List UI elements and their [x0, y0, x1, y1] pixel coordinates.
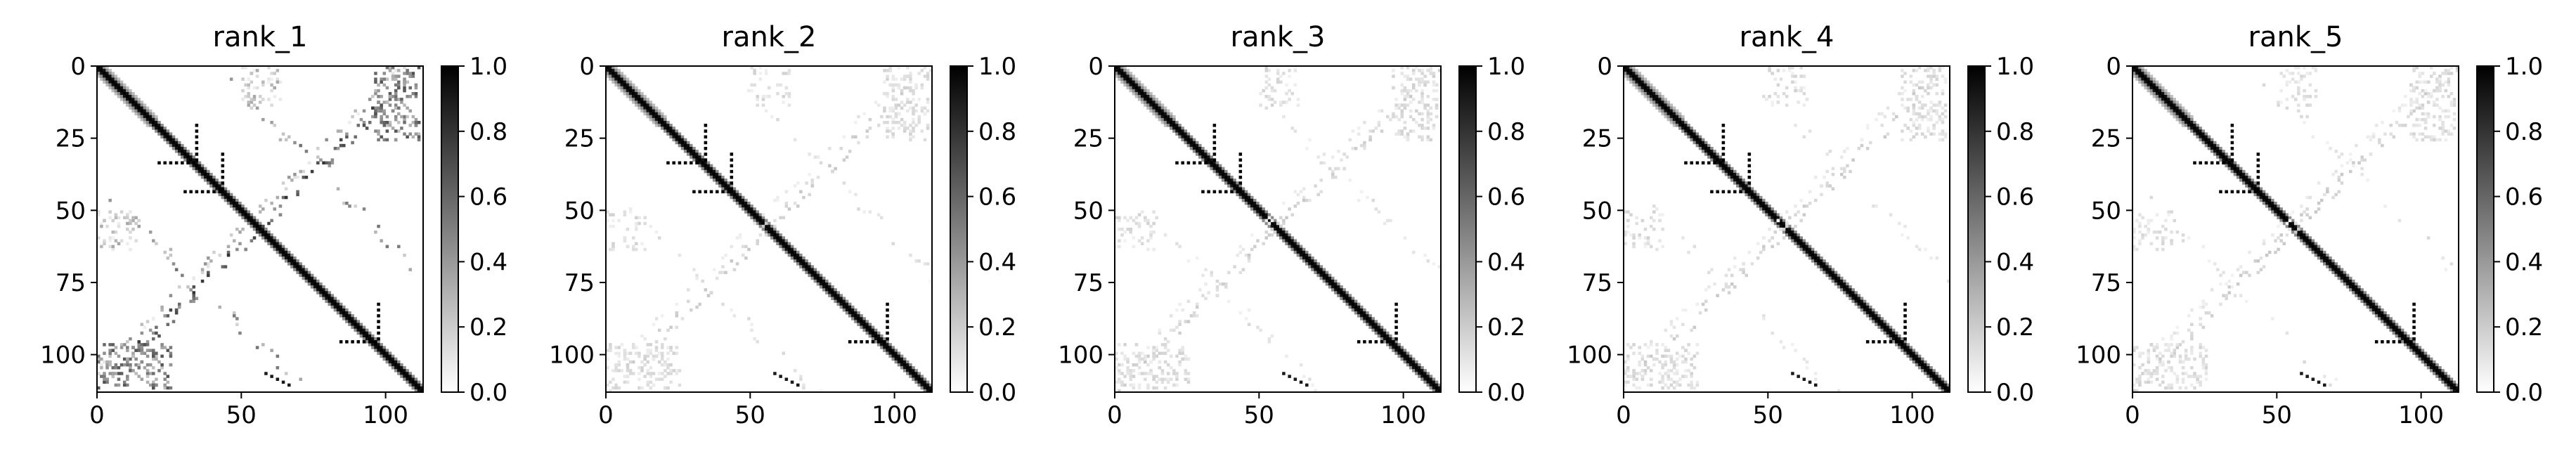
- colorbar-tick-label: 1.0: [2505, 53, 2543, 81]
- colorbar-tick-label: 0.4: [2505, 248, 2543, 276]
- panel-title: rank_2: [722, 21, 817, 53]
- colorbar: [950, 65, 968, 393]
- y-tick-label: 25: [564, 125, 595, 153]
- heatmap-cells: [606, 66, 933, 393]
- colorbar-tick-label: 0.6: [978, 183, 1016, 212]
- y-tick-label: 100: [2076, 342, 2121, 370]
- colorbar-tick-label: 1.0: [1996, 53, 2034, 81]
- y-tick-label: 25: [2091, 125, 2121, 153]
- y-tick-label: 75: [1073, 269, 1103, 297]
- y-tick-label: 75: [1582, 269, 1612, 297]
- colorbar: [1967, 65, 1986, 393]
- panel-title: rank_3: [1231, 21, 1326, 53]
- x-tick-label: 0: [598, 401, 614, 429]
- panel-rank_4: rank_4 0 50 100 0 25 50 75 100 0.0 0.2 0.4 0.6 0.8 1.0: [1567, 21, 2034, 429]
- colorbar-tick-label: 0.8: [1487, 118, 1525, 146]
- colorbar-tick-label: 0.2: [1487, 313, 1525, 342]
- axes-frame: [605, 65, 933, 393]
- y-tick-label: 100: [549, 342, 595, 370]
- colorbar-tick-label: 0.8: [978, 118, 1016, 146]
- x-tick-label: 100: [1380, 401, 1426, 429]
- y-tick-label: 0: [2106, 53, 2121, 81]
- colorbar-tick-label: 0.6: [1996, 183, 2034, 212]
- colorbar-tick-label: 0.6: [2505, 183, 2543, 212]
- colorbar-tick-label: 0.0: [2505, 379, 2543, 407]
- colorbar-tick-label: 1.0: [470, 53, 507, 81]
- x-tick-label: 50: [735, 401, 765, 429]
- colorbar-tick-label: 0.8: [1996, 118, 2034, 146]
- panel-title: rank_5: [2248, 21, 2343, 53]
- heatmap-cells: [2132, 66, 2459, 393]
- y-tick-label: 0: [70, 53, 86, 81]
- colorbar-tick-label: 0.6: [470, 183, 507, 212]
- x-tick-label: 0: [1616, 401, 1631, 429]
- x-tick-label: 50: [2262, 401, 2292, 429]
- y-tick-label: 75: [2091, 269, 2121, 297]
- colorbar: [2476, 65, 2494, 393]
- x-tick-label: 100: [872, 401, 917, 429]
- y-tick-label: 100: [1567, 342, 1612, 370]
- y-tick-label: 0: [579, 53, 595, 81]
- colorbar: [1458, 65, 1477, 393]
- x-tick-label: 0: [2125, 401, 2140, 429]
- y-tick-label: 75: [564, 269, 595, 297]
- y-tick-label: 50: [56, 197, 86, 225]
- y-tick-label: 25: [1073, 125, 1103, 153]
- heatmap-cells: [1624, 66, 1950, 393]
- colorbar-tick-label: 0.0: [1996, 379, 2034, 407]
- colorbar-tick-label: 0.8: [470, 118, 507, 146]
- colorbar-tick-label: 0.2: [1996, 313, 2034, 342]
- y-tick-label: 0: [1088, 53, 1103, 81]
- panel-rank_2: rank_2 0 50 100 0 25 50 75 100 0.0 0.2 0.4 0.6 0.8 1.0: [549, 21, 1016, 429]
- x-tick-label: 100: [2398, 401, 2444, 429]
- colorbar-tick-label: 0.4: [470, 248, 507, 276]
- panel-rank_3: rank_3 0 50 100 0 25 50 75 100 0.0 0.2 0.4 0.6 0.8 1.0: [1058, 21, 1525, 429]
- y-tick-label: 50: [564, 197, 595, 225]
- x-tick-label: 100: [363, 401, 408, 429]
- y-tick-label: 75: [56, 269, 86, 297]
- colorbar-tick-label: 0.2: [470, 313, 507, 342]
- y-tick-label: 50: [1582, 197, 1612, 225]
- panel-title: rank_1: [213, 21, 308, 53]
- heatmap-cells: [1115, 66, 1442, 393]
- panel-title: rank_4: [1740, 21, 1834, 53]
- y-tick-label: 25: [56, 125, 86, 153]
- x-tick-label: 0: [1107, 401, 1122, 429]
- y-tick-label: 100: [40, 342, 86, 370]
- x-tick-label: 0: [89, 401, 105, 429]
- colorbar-tick-label: 0.0: [978, 379, 1016, 407]
- colorbar-tick-label: 0.2: [2505, 313, 2543, 342]
- colorbar-tick-label: 0.0: [1487, 379, 1525, 407]
- x-tick-label: 50: [1753, 401, 1783, 429]
- y-tick-label: 50: [1073, 197, 1103, 225]
- colorbar-tick-label: 0.8: [2505, 118, 2543, 146]
- colorbar-tick-label: 0.4: [1487, 248, 1525, 276]
- colorbar-tick-label: 0.4: [978, 248, 1016, 276]
- colorbar-tick-label: 0.2: [978, 313, 1016, 342]
- colorbar: [441, 65, 459, 393]
- colorbar-tick-label: 0.4: [1996, 248, 2034, 276]
- y-tick-label: 0: [1597, 53, 1612, 81]
- x-tick-label: 100: [1889, 401, 1935, 429]
- y-tick-label: 50: [2091, 197, 2121, 225]
- panel-rank_5: rank_5 0 50 100 0 25 50 75 100 0.0 0.2 0.4 0.6 0.8 1.0: [2076, 21, 2543, 429]
- axes-frame: [1623, 65, 1950, 393]
- axes-frame: [96, 65, 424, 393]
- axes-frame: [2132, 65, 2459, 393]
- x-tick-label: 50: [226, 401, 257, 429]
- heatmap-cells: [97, 66, 424, 393]
- colorbar-tick-label: 1.0: [1487, 53, 1525, 81]
- colorbar-tick-label: 1.0: [978, 53, 1016, 81]
- panel-rank_1: rank_1 0 50 100 0 25 50 75 100 0.0 0.2 0.4 0.6 0.8 1.0: [40, 21, 507, 429]
- axes-frame: [1114, 65, 1442, 393]
- y-tick-label: 25: [1582, 125, 1612, 153]
- x-tick-label: 50: [1244, 401, 1274, 429]
- y-tick-label: 100: [1058, 342, 1103, 370]
- colorbar-tick-label: 0.6: [1487, 183, 1525, 212]
- colorbar-tick-label: 0.0: [470, 379, 507, 407]
